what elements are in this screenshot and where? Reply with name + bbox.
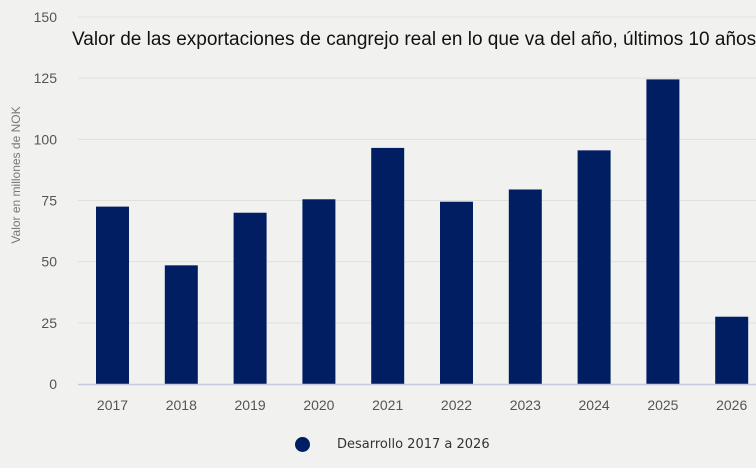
x-tick-label: 2021 [372, 397, 403, 413]
x-tick-label: 2017 [97, 397, 128, 413]
x-tick-label: 2022 [441, 397, 472, 413]
y-tick-label: 150 [34, 9, 58, 25]
bar-2024[interactable] [577, 150, 611, 384]
bar-2020[interactable] [302, 199, 336, 384]
bar-2017[interactable] [96, 206, 129, 384]
y-tick-label: 0 [49, 376, 57, 392]
legend-label[interactable]: Desarrollo 2017 a 2026 [337, 437, 490, 452]
x-tick-label: 2019 [235, 397, 266, 413]
x-tick-label: 2024 [579, 397, 610, 413]
x-tick-label: 2018 [166, 397, 197, 413]
bar-2021[interactable] [371, 147, 405, 384]
y-tick-label: 100 [34, 131, 58, 147]
x-tick-label: 2026 [716, 397, 747, 413]
bar-2025[interactable] [646, 79, 680, 384]
bar-2023[interactable] [508, 189, 542, 384]
bars [78, 79, 756, 386]
chart-title: Valor de las exportaciones de cangrejo r… [72, 29, 756, 50]
bar-2019[interactable] [233, 212, 267, 384]
bar-2018[interactable] [164, 265, 198, 384]
y-tick-label: 50 [41, 254, 57, 270]
x-tick-label: 2023 [510, 397, 541, 413]
legend-swatch-icon [295, 437, 310, 452]
legend: Desarrollo 2017 a 2026 [295, 437, 490, 452]
y-tick-label: 25 [41, 315, 57, 331]
x-axis-ticks: 2017 2018 2019 2020 2021 2022 2023 2024 2025 2026 [97, 397, 748, 413]
y-axis-ticks: 0 25 50 75 100 125 150 [34, 9, 58, 392]
y-tick-label: 75 [41, 193, 57, 209]
x-tick-label: 2025 [647, 397, 678, 413]
y-axis-label: Valor en millones de NOK [9, 106, 23, 244]
gridlines [78, 16, 756, 324]
bar-2026[interactable] [715, 316, 749, 384]
bar-2022[interactable] [440, 201, 473, 384]
y-tick-label: 125 [34, 70, 58, 86]
x-tick-label: 2020 [303, 397, 334, 413]
